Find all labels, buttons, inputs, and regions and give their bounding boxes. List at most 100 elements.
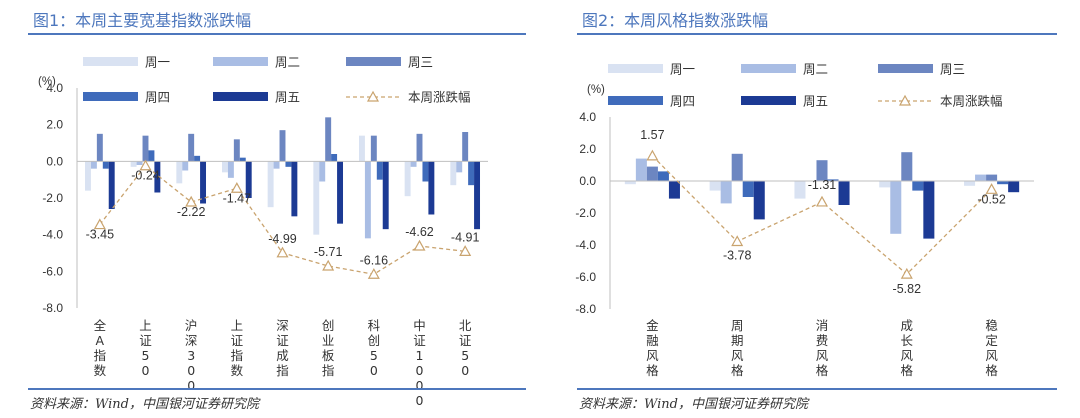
bar-周二-科创50 bbox=[364, 161, 371, 239]
legend-marker bbox=[898, 94, 912, 106]
legend-marker bbox=[366, 90, 380, 102]
bar-周五-中证1000 bbox=[428, 161, 435, 215]
y-tick-label: -4.0 bbox=[42, 228, 63, 242]
x-category-label: 周期风格 bbox=[731, 318, 744, 378]
bar-周二-沪深300 bbox=[182, 161, 189, 171]
y-tick-label: 0.0 bbox=[46, 154, 63, 168]
x-category-label: 科创 5 0 bbox=[368, 318, 381, 378]
bar-周三-全A指数 bbox=[96, 133, 103, 162]
weekly-change-marker-创业板指 bbox=[322, 259, 335, 271]
bar-周一-创业板指 bbox=[313, 161, 320, 235]
legend-swatch-周二 bbox=[213, 57, 268, 66]
bar-周二-全A指数 bbox=[90, 161, 97, 169]
legend-swatch-周三 bbox=[346, 57, 401, 66]
y-tick-label: -8.0 bbox=[575, 302, 596, 316]
y-tick-label: -6.0 bbox=[575, 270, 596, 284]
legend-swatch-周三 bbox=[878, 64, 933, 73]
legend-label: 周三 bbox=[408, 55, 433, 70]
bar-周四-全A指数 bbox=[102, 161, 109, 169]
y-tick-label: 4.0 bbox=[579, 110, 596, 124]
bar-周一-沪深300 bbox=[176, 161, 183, 184]
bar-周二-创业板指 bbox=[319, 161, 326, 182]
data-label: -4.91 bbox=[451, 230, 480, 244]
legend-swatch-周五 bbox=[741, 96, 796, 105]
chart-panel-broad-indices: 图1：本周主要宽基指数涨跌幅 4.0 2.0 0.0 -2.0 -4.0 -6.0 -8.0… bbox=[0, 0, 531, 418]
bar-周四-创业板指 bbox=[331, 154, 338, 162]
y-tick-label: 2.0 bbox=[579, 142, 596, 156]
bar-周一-金融风格 bbox=[624, 181, 636, 185]
bar-周一-北证50 bbox=[450, 161, 457, 186]
weekly-change-marker-成长风格 bbox=[900, 267, 913, 279]
bar-周五-周期风格 bbox=[753, 181, 765, 220]
bar-周三-消费风格 bbox=[816, 160, 828, 181]
title-rule bbox=[577, 33, 1057, 35]
legend-label: 周一 bbox=[670, 62, 695, 77]
data-label: -3.45 bbox=[86, 228, 115, 242]
bar-周四-成长风格 bbox=[912, 181, 924, 191]
bar-周三-创业板指 bbox=[325, 117, 332, 162]
bar-周四-科创50 bbox=[376, 161, 383, 180]
y-tick-label: 4.0 bbox=[46, 81, 63, 95]
bar-周三-深证成指 bbox=[279, 130, 286, 162]
data-label: -6.16 bbox=[360, 253, 389, 267]
weekly-change-marker-上证50 bbox=[139, 159, 152, 171]
y-axis-unit: (%) bbox=[587, 84, 605, 96]
y-tick-label: 0.0 bbox=[579, 174, 596, 188]
x-category-label: 创业板指 bbox=[322, 318, 335, 378]
bar-周四-深证成指 bbox=[285, 161, 292, 167]
bar-周一-上证指数 bbox=[221, 161, 228, 173]
bar-周四-金融风格 bbox=[657, 171, 669, 181]
bar-周三-沪深300 bbox=[188, 133, 195, 162]
y-axis-unit: (%) bbox=[38, 76, 56, 88]
bar-周五-全A指数 bbox=[108, 161, 115, 209]
bar-周三-上证50 bbox=[142, 135, 149, 162]
bar-周一-稳定风格 bbox=[964, 181, 976, 186]
data-label: -3.78 bbox=[723, 248, 752, 262]
data-label: -2.22 bbox=[177, 205, 206, 219]
x-category-label: 上证指数 bbox=[231, 318, 244, 378]
x-category-label: 全 A 指数 bbox=[94, 318, 107, 378]
legend-swatch-周四 bbox=[608, 96, 663, 105]
x-category-label: 沪深 3 0 0 bbox=[185, 318, 198, 393]
bar-周五-科创50 bbox=[382, 161, 389, 230]
weekly-change-marker-消费风格 bbox=[815, 195, 829, 207]
bar-周一-深证成指 bbox=[267, 161, 274, 208]
bar-周二-成长风格 bbox=[890, 181, 902, 234]
bar-周五-成长风格 bbox=[923, 181, 935, 239]
source-note: 资料来源：Wind，中国银河证券研究院 bbox=[579, 397, 808, 412]
legend-label: 周五 bbox=[803, 94, 828, 109]
bar-周三-中证1000 bbox=[416, 133, 423, 162]
bar-周五-消费风格 bbox=[838, 181, 850, 205]
legend-label: 周四 bbox=[670, 94, 695, 109]
bar-周一-科创50 bbox=[358, 135, 365, 162]
bar-周二-金融风格 bbox=[635, 158, 647, 181]
bar-周一-消费风格 bbox=[794, 181, 806, 199]
legend-label: 周二 bbox=[275, 55, 300, 70]
bar-周四-稳定风格 bbox=[997, 181, 1009, 185]
legend-swatch-周二 bbox=[741, 64, 796, 73]
data-label: -4.62 bbox=[405, 225, 434, 239]
bar-周一-全A指数 bbox=[84, 161, 91, 191]
data-label: -1.47 bbox=[223, 191, 252, 205]
title-rule bbox=[28, 33, 526, 35]
weekly-change-marker-周期风格 bbox=[731, 235, 744, 247]
bar-周三-科创50 bbox=[370, 135, 377, 162]
y-tick-label: -6.0 bbox=[42, 264, 63, 278]
x-category-label: 成长风格 bbox=[901, 318, 914, 378]
chart-title: 图2：本周风格指数涨跌幅 bbox=[582, 11, 769, 30]
weekly-change-marker-金融风格 bbox=[646, 149, 659, 161]
x-category-label: 上证 5 0 bbox=[139, 318, 152, 378]
bar-周一-成长风格 bbox=[879, 181, 891, 188]
weekly-change-marker-中证1000 bbox=[413, 239, 426, 251]
bar-周四-上证指数 bbox=[239, 157, 246, 162]
bar-周五-深证成指 bbox=[291, 161, 298, 217]
data-label: -4.99 bbox=[268, 232, 297, 246]
legend-swatch-周四 bbox=[83, 92, 138, 101]
source-note: 资料来源：Wind，中国银河证券研究院 bbox=[30, 397, 259, 412]
bar-周五-金融风格 bbox=[668, 181, 680, 199]
weekly-change-marker-北证50 bbox=[459, 245, 472, 256]
bar-周一-周期风格 bbox=[709, 181, 721, 191]
bar-周五-创业板指 bbox=[337, 161, 344, 224]
weekly-change-marker-沪深300 bbox=[185, 195, 198, 207]
legend-swatch-周一 bbox=[83, 57, 138, 66]
